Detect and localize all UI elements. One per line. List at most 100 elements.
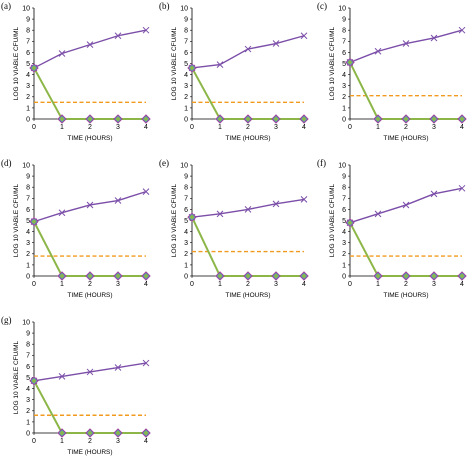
x-tick-label: 1 <box>218 281 222 288</box>
y-tick-label: 2 <box>342 94 346 101</box>
x-tick-label: 3 <box>116 281 120 288</box>
treatment-point-inner <box>143 430 149 436</box>
treatment-series-line <box>33 380 146 434</box>
y-tick-label: 7 <box>26 353 30 360</box>
y-tick-label: 0 <box>342 116 346 123</box>
growth-point <box>114 197 122 204</box>
treatment-point-inner <box>87 430 93 436</box>
y-tick-label: 4 <box>184 229 188 236</box>
chart-panel-0: (a) 0 1 2 3 4 5 6 7 8 9 10 0 1 2 3 4 TIME (HOURS) LOG 10 V… <box>1 1 151 142</box>
growth-point <box>142 188 150 195</box>
x-axis-label: TIME (HOURS) <box>225 135 270 142</box>
y-tick-label: 7 <box>26 39 30 46</box>
growth-point <box>114 32 122 40</box>
y-axis-label: LOG 10 VIABLE CFU/ML <box>171 26 178 100</box>
y-tick-label: 1 <box>184 262 188 269</box>
treatment-point-inner <box>115 116 121 122</box>
y-tick-label: 10 <box>338 162 346 169</box>
x-axis-label: TIME (HOURS) <box>67 292 112 299</box>
y-tick-label: 0 <box>26 116 30 123</box>
growth-point <box>300 32 308 40</box>
panel-label: (b) <box>159 1 170 11</box>
y-tick-label: 10 <box>22 162 30 169</box>
x-tick-label: 2 <box>404 124 408 131</box>
growth-point <box>58 50 66 57</box>
treatment-point-inner <box>459 273 465 279</box>
y-axis-label: LOG 10 VIABLE CFU/ML <box>13 183 20 257</box>
y-tick-label: 8 <box>26 342 30 349</box>
y-tick-label: 1 <box>342 262 346 269</box>
y-tick-label: 10 <box>22 5 30 12</box>
growth-point <box>374 47 382 55</box>
growth-point <box>114 364 122 371</box>
y-tick-label: 6 <box>342 207 346 214</box>
growth-point <box>244 45 252 53</box>
y-tick-label: 8 <box>342 185 346 192</box>
x-axis-label: TIME (HOURS) <box>383 135 428 142</box>
x-tick-label: 3 <box>432 281 436 288</box>
x-tick-label: 0 <box>32 281 36 288</box>
treatment-point-inner <box>115 273 121 279</box>
growth-point <box>142 26 150 34</box>
treatment-point-inner <box>143 116 149 122</box>
x-tick-label: 4 <box>460 124 464 131</box>
y-tick-label: 9 <box>26 331 30 338</box>
y-tick-label: 0 <box>184 116 188 123</box>
chart-panel-5: (f) 0 1 2 3 4 5 6 7 8 9 10 0 1 2 3 4 TIME (HOURS) LOG 10 V… <box>317 158 467 299</box>
growth-point <box>402 201 410 209</box>
treatment-point-inner <box>143 273 149 279</box>
y-axis-label: LOG 10 VIABLE CFU/ML <box>329 26 336 100</box>
treatment-point-inner <box>31 378 37 384</box>
y-tick-label: 5 <box>26 218 30 225</box>
y-tick-label: 7 <box>184 196 188 203</box>
y-tick-label: 2 <box>184 94 188 101</box>
y-tick-label: 6 <box>184 50 188 57</box>
y-tick-label: 10 <box>22 319 30 326</box>
x-tick-label: 2 <box>88 281 92 288</box>
panel-label: (d) <box>1 158 12 168</box>
treatment-point-inner <box>403 116 409 122</box>
treatment-point-inner <box>59 273 65 279</box>
growth-point <box>272 40 280 47</box>
chart-panel-3: (d) 0 1 2 3 4 5 6 7 8 9 10 0 1 2 3 4 TIME (HOURS) LOG 10 V… <box>1 158 151 299</box>
treatment-point-inner <box>403 273 409 279</box>
y-tick-label: 9 <box>342 174 346 181</box>
y-tick-label: 2 <box>342 251 346 258</box>
y-tick-label: 7 <box>342 39 346 46</box>
growth-series-line <box>33 190 147 223</box>
x-tick-label: 1 <box>60 438 64 445</box>
x-axis-label: TIME (HOURS) <box>67 449 112 456</box>
y-tick-label: 8 <box>184 28 188 35</box>
treatment-point-inner <box>59 430 65 436</box>
y-tick-label: 3 <box>342 83 346 90</box>
y-tick-label: 0 <box>184 273 188 280</box>
treatment-point-inner <box>375 273 381 279</box>
y-tick-label: 1 <box>26 105 30 112</box>
y-tick-label: 3 <box>184 83 188 90</box>
chart-panel-4: (e) 0 1 2 3 4 5 6 7 8 9 10 0 1 2 3 4 TIME (HOURS) LOG 10 V… <box>159 158 309 299</box>
y-tick-label: 0 <box>342 273 346 280</box>
y-axis-label: LOG 10 VIABLE CFU/ML <box>171 183 178 257</box>
x-tick-label: 0 <box>190 124 194 131</box>
y-tick-label: 1 <box>342 105 346 112</box>
panel-label: (a) <box>1 1 11 11</box>
x-tick-label: 0 <box>348 124 352 131</box>
x-tick-label: 1 <box>60 124 64 131</box>
y-tick-label: 7 <box>342 196 346 203</box>
x-tick-label: 3 <box>274 124 278 131</box>
growth-point <box>458 184 466 192</box>
y-tick-label: 9 <box>184 174 188 181</box>
growth-point <box>58 373 66 380</box>
y-tick-label: 6 <box>26 50 30 57</box>
y-tick-label: 10 <box>180 5 188 12</box>
treatment-point-inner <box>189 65 195 71</box>
y-tick-label: 5 <box>342 61 346 68</box>
treatment-point-inner <box>301 273 307 279</box>
x-tick-label: 3 <box>432 124 436 131</box>
x-tick-label: 2 <box>88 124 92 131</box>
y-tick-label: 3 <box>184 240 188 247</box>
y-tick-label: 7 <box>26 196 30 203</box>
treatment-series-line <box>33 221 146 277</box>
treatment-point-inner <box>301 116 307 122</box>
growth-series-line <box>349 29 463 64</box>
